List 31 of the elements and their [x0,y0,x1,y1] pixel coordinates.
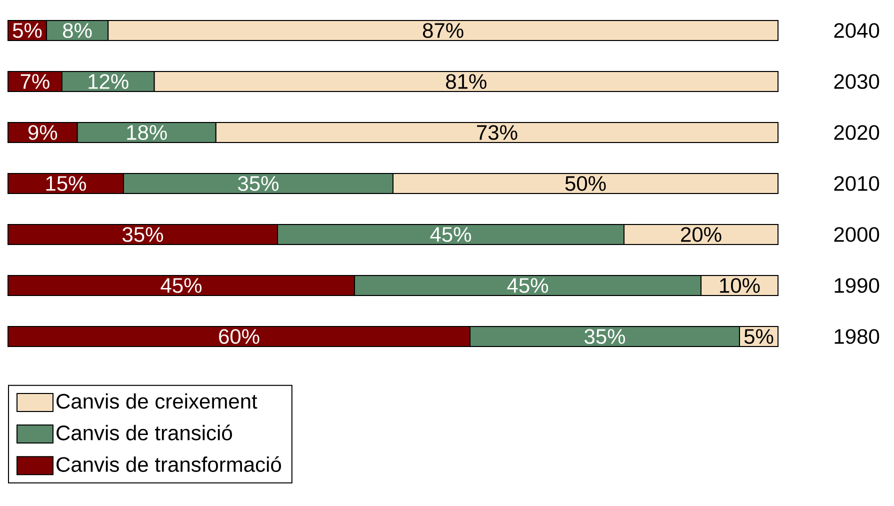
data-label: 45% [430,227,472,242]
y-tick-label: 1980 [834,329,880,344]
data-label: 5% [12,23,42,38]
y-tick-label: 2000 [834,227,880,242]
data-label: 8% [63,23,92,38]
data-label: 81% [446,74,486,89]
data-label: 35% [584,329,626,344]
y-tick-label: 2010 [834,176,880,191]
legend-label: Canvis de transició [56,424,232,440]
data-label: 73% [477,125,518,140]
y-tick-label: 2040 [834,23,880,38]
data-label: 87% [422,23,464,38]
legend-label: Canvis de creixement [56,393,258,409]
legend-label: Canvis de transformació [56,456,281,472]
data-label: 12% [88,74,128,89]
data-label: 35% [238,176,279,191]
y-tick-label: 2030 [834,74,880,89]
data-label: 15% [46,176,86,191]
y-tick-label: 1990 [834,278,880,293]
data-label: 10% [720,278,760,293]
y-tick-label: 2020 [834,125,880,140]
data-label: 9% [28,125,58,140]
data-label: 45% [507,278,548,293]
data-label: 5% [744,329,774,344]
data-label: 35% [122,227,164,242]
data-label: 45% [160,278,202,293]
data-label: 20% [681,227,722,242]
data-label: 60% [219,329,260,344]
data-label: 50% [565,176,606,191]
data-label: 18% [127,125,167,140]
data-label: 7% [20,74,50,89]
